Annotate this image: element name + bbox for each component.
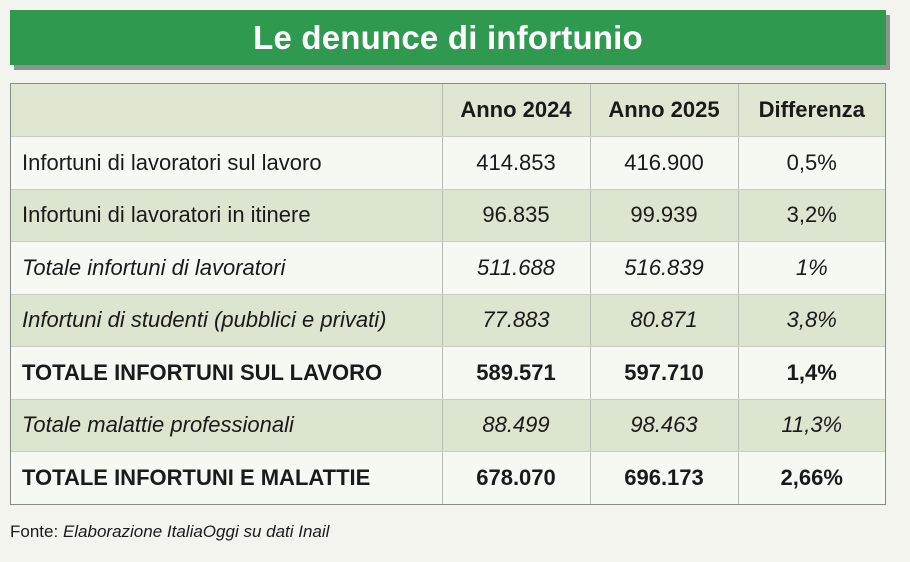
row-label-cell: Infortuni di studenti (pubblici e privat… — [11, 294, 443, 347]
value-2024-cell: 414.853 — [442, 136, 591, 190]
row-label-cell: TOTALE INFORTUNI E MALATTIE — [11, 451, 443, 504]
table-row: Totale malattie professionali 88.499 98.46… — [11, 399, 885, 452]
difference-cell: 3,2% — [738, 189, 885, 242]
row-label-cell: Infortuni di lavoratori sul lavoro — [11, 136, 443, 190]
table-row: TOTALE INFORTUNI SUL LAVORO 589.571 597.71… — [11, 346, 885, 400]
data-table: Anno 2024 Anno 2025 Differenza Infortuni… — [11, 84, 885, 504]
value-2025-cell: 597.710 — [590, 346, 739, 400]
table-body: Infortuni di lavoratori sul lavoro 414.85… — [11, 136, 885, 504]
page-title: Le denunce di infortunio — [253, 18, 643, 56]
header-year-2025: Anno 2025 — [590, 84, 739, 137]
header-difference: Differenza — [738, 84, 885, 137]
value-2025-cell: 98.463 — [590, 399, 739, 452]
row-label-cell: Totale infortuni di lavoratori — [11, 241, 443, 295]
value-2025-cell: 696.173 — [590, 451, 739, 504]
row-label-cell: Infortuni di lavoratori in itinere — [11, 189, 443, 242]
difference-cell: 11,3% — [738, 399, 885, 452]
table-row: Totale infortuni di lavoratori 511.688 516… — [11, 241, 885, 295]
difference-cell: 1% — [738, 241, 885, 295]
difference-cell: 3,8% — [738, 294, 885, 347]
table-row: Infortuni di lavoratori sul lavoro 414.85… — [11, 136, 885, 190]
value-2025-cell: 99.939 — [590, 189, 739, 242]
row-label-cell: Totale malattie professionali — [11, 399, 443, 452]
source-text: Elaborazione ItaliaOggi su dati Inail — [62, 522, 330, 541]
title-banner: Le denunce di infortunio — [10, 10, 886, 65]
value-2024-cell: 77.883 — [442, 294, 591, 347]
table-row: TOTALE INFORTUNI E MALATTIE 678.070 696.17… — [11, 451, 885, 504]
difference-cell: 1,4% — [738, 346, 885, 400]
value-2025-cell: 516.839 — [590, 241, 739, 295]
source-label: Fonte: — [10, 522, 59, 541]
value-2024-cell: 511.688 — [442, 241, 591, 295]
difference-cell: 2,66% — [738, 451, 885, 504]
header-year-2024: Anno 2024 — [442, 84, 591, 137]
value-2024-cell: 88.499 — [442, 399, 591, 452]
difference-cell: 0,5% — [738, 136, 885, 190]
value-2024-cell: 678.070 — [442, 451, 591, 504]
header-label-cell — [11, 84, 443, 137]
table-row: Infortuni di studenti (pubblici e privat… — [11, 294, 885, 347]
value-2025-cell: 80.871 — [590, 294, 739, 347]
value-2024-cell: 96.835 — [442, 189, 591, 242]
data-table-container: Anno 2024 Anno 2025 Differenza Infortuni… — [10, 83, 886, 505]
value-2025-cell: 416.900 — [590, 136, 739, 190]
source-note: Fonte: Elaborazione ItaliaOggi su dati I… — [10, 522, 329, 542]
row-label-cell: TOTALE INFORTUNI SUL LAVORO — [11, 346, 443, 400]
value-2024-cell: 589.571 — [442, 346, 591, 400]
table-row: Infortuni di lavoratori in itinere 96.835… — [11, 189, 885, 242]
header-row: Anno 2024 Anno 2025 Differenza — [11, 84, 885, 137]
